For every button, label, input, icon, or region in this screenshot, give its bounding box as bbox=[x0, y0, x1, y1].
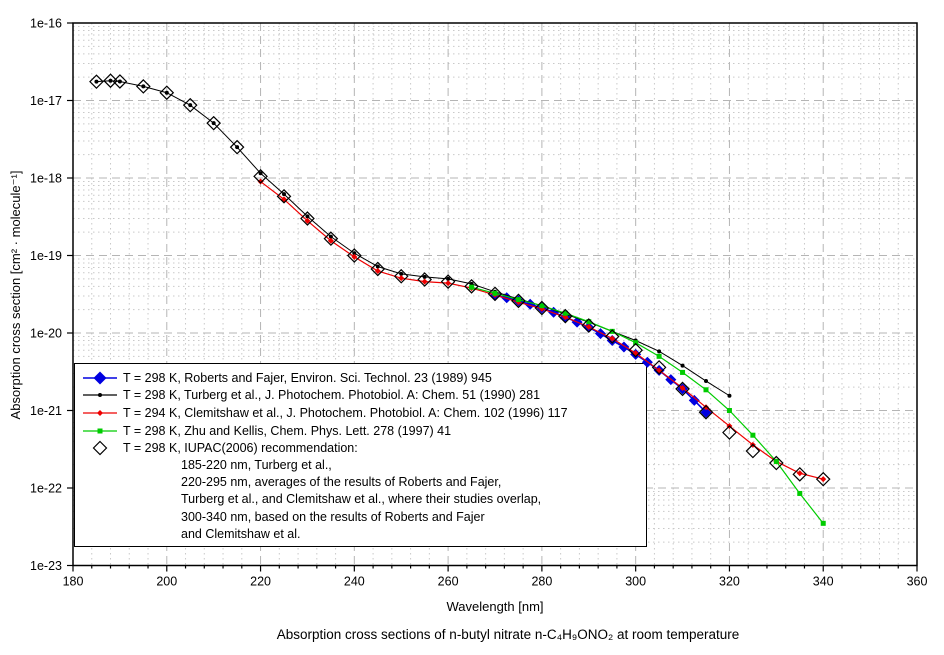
legend-marker-clemitshaw-icon bbox=[83, 405, 117, 421]
legend-box: T = 298 K, Roberts and Fajer, Environ. S… bbox=[74, 363, 647, 547]
legend-label-clemitshaw: T = 294 K, Clemitshaw et al., J. Photoch… bbox=[123, 405, 568, 420]
y-tick-label: 1e-23 bbox=[30, 559, 62, 573]
axis-ticks bbox=[67, 22, 918, 572]
legend-note-line-3: Turberg et al., and Clemitshaw et al., w… bbox=[181, 492, 542, 507]
x-tick-labels: 180 200 220 240 260 280 300 320 340 360 bbox=[63, 575, 928, 589]
x-tick-label: 340 bbox=[813, 575, 834, 589]
x-tick-label: 260 bbox=[438, 575, 459, 589]
legend-marker-iupac_2006-icon bbox=[83, 440, 117, 456]
x-tick-label: 300 bbox=[625, 575, 646, 589]
legend-marker-turberg-icon bbox=[83, 387, 117, 403]
legend-label-roberts_fajer: T = 298 K, Roberts and Fajer, Environ. S… bbox=[123, 370, 492, 385]
legend-note-line-5: and Clemitshaw et al. bbox=[181, 526, 301, 541]
y-tick-label: 1e-18 bbox=[30, 172, 62, 186]
y-tick-labels: 1e-16 1e-17 1e-18 1e-19 1e-20 1e-21 1e-22 1e-23 bbox=[30, 17, 62, 574]
legend-label-turberg: T = 298 K, Turberg et al., J. Photochem.… bbox=[123, 388, 541, 403]
legend-item-clemitshaw: T = 294 K, Clemitshaw et al., J. Photoch… bbox=[75, 404, 646, 422]
legend-item-zhu_kellis: T = 298 K, Zhu and Kellis, Chem. Phys. L… bbox=[75, 422, 646, 440]
legend-note-line-4: 300-340 nm, based on the results of Robe… bbox=[181, 509, 485, 524]
x-tick-label: 220 bbox=[250, 575, 271, 589]
legend-label-zhu_kellis: T = 298 K, Zhu and Kellis, Chem. Phys. L… bbox=[123, 423, 452, 438]
y-tick-label: 1e-20 bbox=[30, 327, 62, 341]
legend-marker-roberts_fajer-icon bbox=[83, 370, 117, 386]
x-tick-label: 240 bbox=[344, 575, 365, 589]
legend-label-iupac_2006: T = 298 K, IUPAC(2006) recommendation: bbox=[123, 441, 358, 456]
legend-item-roberts_fajer: T = 298 K, Roberts and Fajer, Environ. S… bbox=[75, 369, 646, 387]
x-tick-label: 200 bbox=[156, 575, 177, 589]
legend-note-line-1: 185-220 nm, Turberg et al., bbox=[181, 457, 332, 472]
x-tick-label: 360 bbox=[907, 575, 928, 589]
y-axis-title: Absorption cross section [cm² · molecule… bbox=[8, 170, 23, 420]
y-tick-label: 1e-22 bbox=[30, 482, 62, 496]
legend-note-line-2: 220-295 nm, averages of the results of R… bbox=[181, 475, 502, 490]
y-tick-label: 1e-16 bbox=[30, 17, 62, 31]
legend-item-iupac_2006: T = 298 K, IUPAC(2006) recommendation: bbox=[75, 439, 646, 457]
x-axis-title: Wavelength [nm] bbox=[446, 599, 544, 614]
chart-title: Absorption cross sections of n-butyl nit… bbox=[276, 627, 740, 642]
legend-marker-zhu_kellis-icon bbox=[83, 423, 117, 439]
y-tick-label: 1e-17 bbox=[30, 94, 62, 108]
plot-frame bbox=[72, 22, 918, 567]
y-tick-label: 1e-19 bbox=[30, 249, 62, 263]
x-tick-label: 180 bbox=[63, 575, 84, 589]
legend-item-turberg: T = 298 K, Turberg et al., J. Photochem.… bbox=[75, 387, 646, 405]
x-tick-label: 320 bbox=[719, 575, 740, 589]
x-tick-label: 280 bbox=[531, 575, 552, 589]
y-tick-label: 1e-21 bbox=[30, 404, 62, 418]
